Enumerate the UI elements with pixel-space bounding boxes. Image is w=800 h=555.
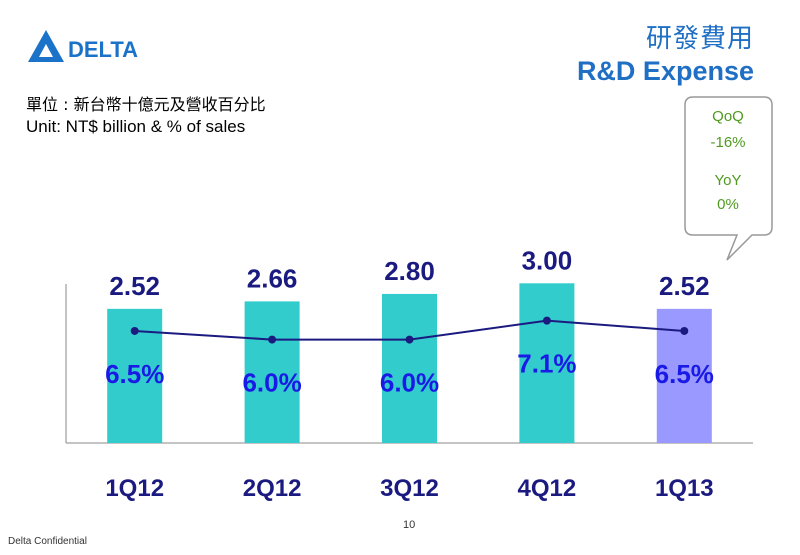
qoq-value: -16%	[710, 134, 746, 151]
slide-title-english: R&D Expense	[576, 56, 754, 86]
x-tick-label-2Q12: 2Q12	[243, 475, 302, 502]
x-tick-label-1Q12: 1Q12	[105, 475, 164, 502]
yoy-label: YoY	[714, 172, 742, 189]
qoq-label: QoQ	[712, 108, 744, 125]
unit-note-english: Unit: NT$ billion & % of sales	[26, 117, 246, 136]
bar-value-label-1Q13: 2.52	[659, 271, 710, 301]
unit-note-chinese: 單位 : 新台幣十億元及營收百分比	[26, 95, 266, 114]
slide-title-chinese: 研發費用	[645, 24, 754, 54]
page-number: 10	[403, 519, 416, 531]
x-tick-label-3Q12: 3Q12	[380, 475, 439, 502]
line-value-label-3Q12: 6.0%	[380, 368, 439, 398]
bar-4Q12	[519, 283, 575, 443]
confidential-footer: Delta Confidential	[8, 536, 87, 547]
line-point-4Q12	[542, 316, 551, 325]
x-tick-label-4Q12: 4Q12	[518, 475, 577, 502]
line-point-1Q12	[130, 326, 139, 335]
line-value-label-4Q12: 7.1%	[517, 349, 576, 379]
x-tick-label-1Q13: 1Q13	[655, 475, 714, 502]
line-value-label-1Q13: 6.5%	[655, 359, 714, 389]
delta-logo: DELTA	[28, 30, 138, 62]
line-point-3Q12	[405, 335, 414, 344]
bar-value-label-2Q12: 2.66	[247, 263, 298, 293]
bar-2Q12	[244, 301, 300, 443]
line-point-1Q13	[680, 326, 689, 335]
line-value-label-1Q12: 6.5%	[105, 359, 164, 389]
line-point-2Q12	[268, 335, 277, 344]
yoy-value: 0%	[717, 196, 739, 213]
bar-value-label-1Q12: 2.52	[109, 271, 160, 301]
line-value-label-2Q12: 6.0%	[242, 368, 301, 398]
bar-3Q12	[382, 293, 437, 443]
bar-value-label-4Q12: 3.00	[522, 245, 573, 275]
logo-text: DELTA	[68, 37, 138, 62]
bar-value-label-3Q12: 2.80	[384, 256, 435, 286]
